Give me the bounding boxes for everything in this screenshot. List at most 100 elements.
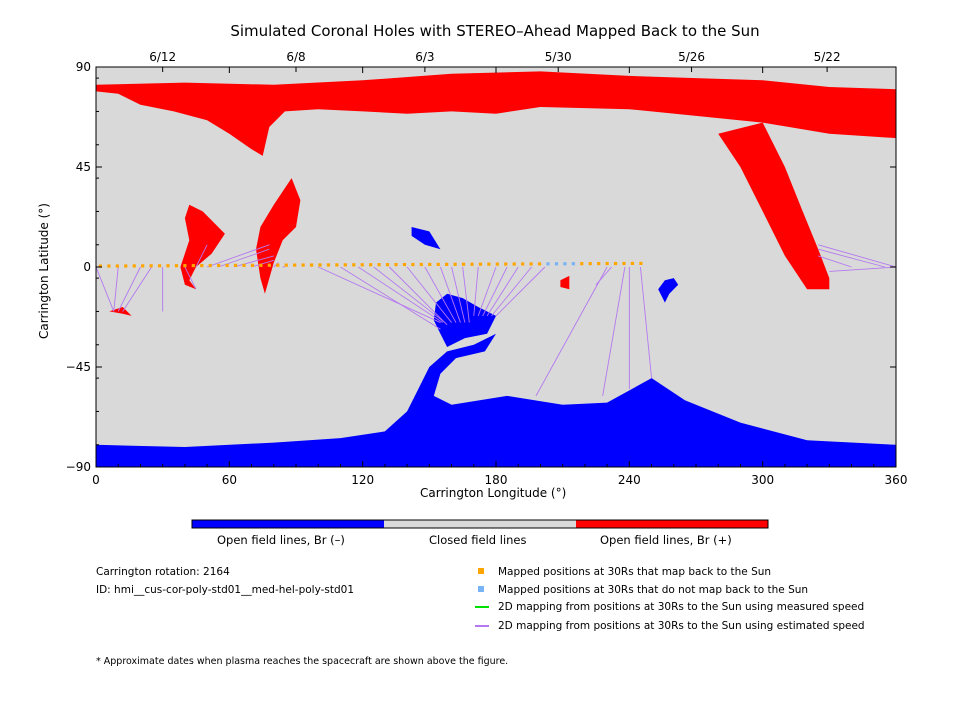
mapped-point [98, 264, 103, 268]
mapped-point [377, 263, 381, 267]
mapped-point [335, 263, 339, 267]
estimated-mapping-line [462, 266, 470, 323]
patch-positive-80-region [256, 178, 301, 294]
y-tick-label: 90 [76, 60, 91, 74]
y-tick-label: 0 [83, 260, 91, 274]
estimated-mapping-line [195, 244, 208, 268]
mapped-point [293, 263, 297, 267]
x-axis-label: Carrington Longitude (°) [420, 486, 567, 500]
mapped-point [385, 263, 390, 267]
south-open-negative-region [96, 333, 896, 467]
mapped-point [267, 263, 271, 267]
mapped-point [343, 263, 347, 267]
mapped-point [453, 262, 457, 266]
estimated-mapping-line [829, 266, 897, 272]
mapped-point [605, 261, 609, 266]
mapped-point [242, 263, 246, 267]
unmapped-point [546, 262, 550, 266]
mapped-point [183, 264, 187, 268]
x-tick-label: 0 [92, 473, 100, 487]
estimated-mapping-line [233, 255, 274, 268]
footnote: * Approximate dates when plasma reaches … [96, 656, 509, 667]
mapped-point [504, 262, 508, 266]
x-tick-label: 240 [618, 473, 641, 487]
mapped-point [107, 264, 111, 268]
legend-measured-symbol [475, 606, 489, 608]
legend-estimated-symbol [475, 625, 489, 627]
estimated-mapping-line [486, 266, 519, 317]
colorbar-frame [191, 519, 769, 529]
colorbar-negative [192, 520, 384, 528]
mapped-point [478, 262, 483, 266]
mapped-point [124, 264, 128, 268]
mapped-point [318, 263, 322, 267]
unmapped-point [554, 262, 559, 266]
estimated-mapping-line [206, 244, 270, 268]
mapped-point [411, 262, 415, 267]
estimated-mapping-line [122, 266, 152, 312]
legend-mapped-label: Mapped positions at 30Rs that map back t… [498, 566, 772, 578]
estimated-mapping-line [95, 266, 115, 312]
legend-estimated-label: 2D mapping from positions at 30Rs to the… [498, 620, 865, 632]
mapped-point [622, 261, 626, 266]
colorbar-positive [576, 520, 768, 528]
mapped-point [369, 263, 373, 267]
colorbar-label-positive: Open field lines, Br (+) [600, 533, 732, 547]
central-open-negative-region [433, 293, 496, 347]
estimated-mapping-line [113, 266, 119, 312]
estimated-mapping-line [424, 266, 457, 323]
estimated-mapping-line [273, 262, 279, 268]
mapped-point [613, 261, 618, 266]
y-tick-label: −45 [66, 360, 91, 374]
mapped-point [512, 262, 516, 266]
estimated-mapping-line [482, 266, 508, 317]
colorbar-label-closed: Closed field lines [429, 533, 527, 547]
mapped-point [284, 263, 288, 267]
estimated-mapping-line [117, 266, 141, 312]
mapped-point [250, 263, 255, 267]
mapped-point [588, 262, 592, 266]
mapped-point [208, 263, 212, 268]
y-axis-label: Carrington Latitude (°) [36, 203, 51, 339]
date-tick-label: 6/12 [149, 50, 176, 64]
northwest-patch-negative-region [411, 227, 441, 250]
mapped-point [630, 261, 635, 266]
mapped-point [470, 262, 474, 266]
estimated-mapping-line [602, 266, 626, 396]
model-id: ID: hmi__cus-cor-poly-std01__med-hel-pol… [96, 584, 355, 596]
chart-title: Simulated Coronal Holes with STEREO–Ahea… [230, 22, 760, 40]
estimated-mapping-line [318, 266, 441, 323]
estimated-mapping-line [595, 266, 612, 286]
date-tick-label: 5/22 [814, 50, 841, 64]
north-open-positive-region [96, 71, 896, 156]
date-tick-label: 5/30 [545, 50, 572, 64]
equator-patch-negative-region [658, 278, 679, 303]
estimated-mapping-line [818, 248, 886, 268]
patch-positive-40-region [180, 204, 225, 290]
mapped-point [309, 263, 314, 267]
mapped-point [436, 262, 440, 266]
estimated-mapping-line [818, 255, 852, 268]
mapped-point [301, 263, 305, 267]
estimated-mapping-line [451, 266, 466, 323]
mapped-point [200, 263, 204, 268]
mapped-point [276, 263, 280, 267]
mapped-point [597, 261, 601, 266]
estimated-mapping-line [491, 266, 532, 317]
estimated-mapping-line [251, 259, 274, 268]
carrington-rotation: Carrington rotation: 2164 [96, 566, 230, 578]
estimated-mapping-line [389, 266, 448, 326]
x-tick-label: 360 [885, 473, 908, 487]
x-tick-label: 180 [485, 473, 508, 487]
estimated-mapping-line [440, 266, 461, 323]
date-tick-label: 6/3 [415, 50, 434, 64]
estimated-mapping-line [340, 266, 441, 330]
x-tick-label: 60 [222, 473, 237, 487]
mapped-point [487, 262, 491, 266]
mapped-point [132, 264, 136, 268]
patch-positive-212-region [560, 275, 570, 290]
colorbar-label-negative: Open field lines, Br (–) [217, 533, 345, 547]
estimated-mapping-line [639, 266, 653, 379]
mapped-point [259, 263, 263, 267]
